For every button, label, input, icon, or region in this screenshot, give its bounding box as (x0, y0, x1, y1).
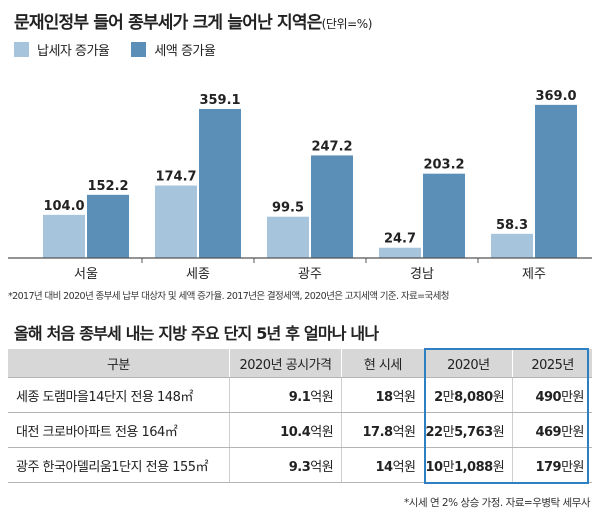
tax-2020-cell: 10만1,088원 (424, 447, 514, 483)
header-assessed-price: 2020년 공시가격 (229, 349, 343, 378)
tax-2025-cell: 490만원 (512, 377, 592, 413)
header-market-price: 현 시세 (341, 349, 425, 378)
unit-label: (단위=%) (321, 17, 373, 31)
table-row: 세종 도램마을14단지 전용 148㎡ 9.1억원 18억원 2만8,080원 … (8, 377, 592, 413)
data-label: 369.0 (535, 89, 576, 104)
tax-2025-unit: 만원 (561, 389, 584, 405)
legend-swatch-amount (131, 42, 147, 57)
chart-title-text: 문재인정부 들어 종부세가 크게 늘어난 지역은 (14, 13, 322, 33)
assessed-price-cell: 9.1억원 (229, 377, 343, 413)
assessed-price-cell: 9.3억원 (229, 447, 343, 483)
data-label: 104.0 (43, 199, 84, 214)
bar-amount (87, 194, 129, 258)
header-2025: 2025년 (512, 349, 592, 378)
x-tick-label: 광주 (298, 267, 322, 282)
x-tick-label: 제주 (522, 267, 546, 282)
tax-2020-unit1: 만 (442, 459, 455, 475)
tax-2025-cell: 179만원 (512, 447, 592, 483)
tax-2020-unit2: 원 (492, 389, 505, 405)
table-title: 올해 처음 종부세 내는 지방 주요 단지 5년 후 얼마나 내나 (14, 324, 379, 343)
data-label: 152.2 (87, 179, 128, 194)
tax-2020-part1: 22 (425, 424, 444, 440)
data-label: 58.3 (496, 218, 528, 233)
bar-amount (199, 108, 241, 258)
data-label: 359.1 (199, 93, 240, 108)
assessed-price-cell: 10.4억원 (229, 412, 343, 448)
x-tick-label: 세종 (186, 267, 210, 282)
tax-2020-part1: 10 (425, 459, 444, 475)
x-tick-label: 서울 (74, 267, 98, 282)
header-category: 구분 (8, 349, 230, 378)
assessed-price-unit: 억원 (310, 459, 334, 475)
tax-2020-unit1: 만 (442, 424, 455, 440)
row-name: 대전 크로바아파트 전용 164㎡ (8, 412, 230, 448)
tax-2020-unit2: 원 (492, 424, 505, 440)
bar-taxpayer (379, 247, 421, 258)
market-price-value: 18 (375, 389, 394, 405)
bar-amount (535, 104, 577, 258)
data-label: 203.2 (423, 158, 464, 173)
header-2020: 2020년 (424, 349, 514, 378)
market-price-cell: 17.8억원 (341, 412, 425, 448)
assessed-price-unit: 억원 (310, 424, 334, 440)
data-label: 247.2 (311, 139, 352, 154)
bar-taxpayer (491, 233, 533, 258)
market-price-value: 17.8 (362, 424, 394, 440)
market-price-cell: 18억원 (341, 377, 425, 413)
bar-taxpayer (43, 214, 85, 258)
chart-title: 문재인정부 들어 종부세가 크게 늘어난 지역은(단위=%) (14, 8, 372, 33)
data-label: 174.7 (155, 169, 196, 184)
legend-label-taxpayer: 납세자 증가율 (37, 44, 110, 59)
tax-2020-part2: 5,763 (454, 424, 493, 440)
tax-2025-unit: 만원 (561, 459, 584, 475)
legend-swatch-taxpayer (14, 42, 29, 57)
tax-2025-value: 179 (535, 459, 562, 475)
tax-2020-cell: 2만8,080원 (424, 377, 514, 413)
tax-2020-unit2: 원 (492, 459, 505, 475)
data-label: 99.5 (272, 201, 304, 216)
market-price-unit: 억원 (392, 389, 416, 405)
bar-taxpayer (155, 185, 197, 258)
tax-2020-part2: 1,088 (454, 459, 493, 475)
table-row: 광주 한국아델리움1단지 전용 155㎡ 9.3억원 14억원 10만1,088… (8, 447, 592, 483)
table-footnote: *시세 연 2% 상승 가정. 자료=우병탁 세무사 (404, 497, 590, 509)
x-tick-label: 경남 (410, 267, 434, 282)
market-price-unit: 억원 (392, 459, 416, 475)
legend-item-amount: 세액 증가율 (131, 40, 216, 59)
market-price-unit: 억원 (392, 424, 416, 440)
tax-table: 구분 2020년 공시가격 현 시세 2020년 2025년 세종 도램마을14… (8, 349, 592, 483)
table-header-row: 구분 2020년 공시가격 현 시세 2020년 2025년 (8, 349, 592, 378)
assessed-price-unit: 억원 (310, 389, 334, 405)
bar-amount (423, 173, 465, 258)
tax-2020-unit1: 만 (442, 389, 455, 405)
row-name: 광주 한국아델리움1단지 전용 155㎡ (8, 447, 230, 483)
market-price-value: 14 (375, 459, 394, 475)
tax-2025-value: 490 (535, 389, 562, 405)
market-price-cell: 14억원 (341, 447, 425, 483)
assessed-price-value: 10.4 (280, 424, 311, 440)
bar-taxpayer (267, 216, 309, 258)
tax-2025-unit: 만원 (561, 424, 584, 440)
data-label: 24.7 (384, 232, 416, 247)
tax-2025-value: 469 (535, 424, 562, 440)
assessed-price-value: 9.3 (288, 459, 311, 475)
tax-2020-cell: 22만5,763원 (424, 412, 514, 448)
row-name: 세종 도램마을14단지 전용 148㎡ (8, 377, 230, 413)
bar-amount (311, 155, 353, 258)
chart-footnote: *2017년 대비 2020년 종부세 납부 대상자 및 세액 증가율. 201… (8, 291, 450, 302)
assessed-price-value: 9.1 (288, 389, 311, 405)
tax-2020-part2: 8,080 (454, 389, 493, 405)
legend-item-taxpayer: 납세자 증가율 (14, 40, 110, 59)
table-row: 대전 크로바아파트 전용 164㎡ 10.4억원 17.8억원 22만5,763… (8, 412, 592, 448)
legend-label-amount: 세액 증가율 (154, 44, 216, 59)
legend: 납세자 증가율 세액 증가율 (14, 40, 237, 59)
tax-2020-part1: 2 (434, 389, 443, 405)
tax-2025-cell: 469만원 (512, 412, 592, 448)
